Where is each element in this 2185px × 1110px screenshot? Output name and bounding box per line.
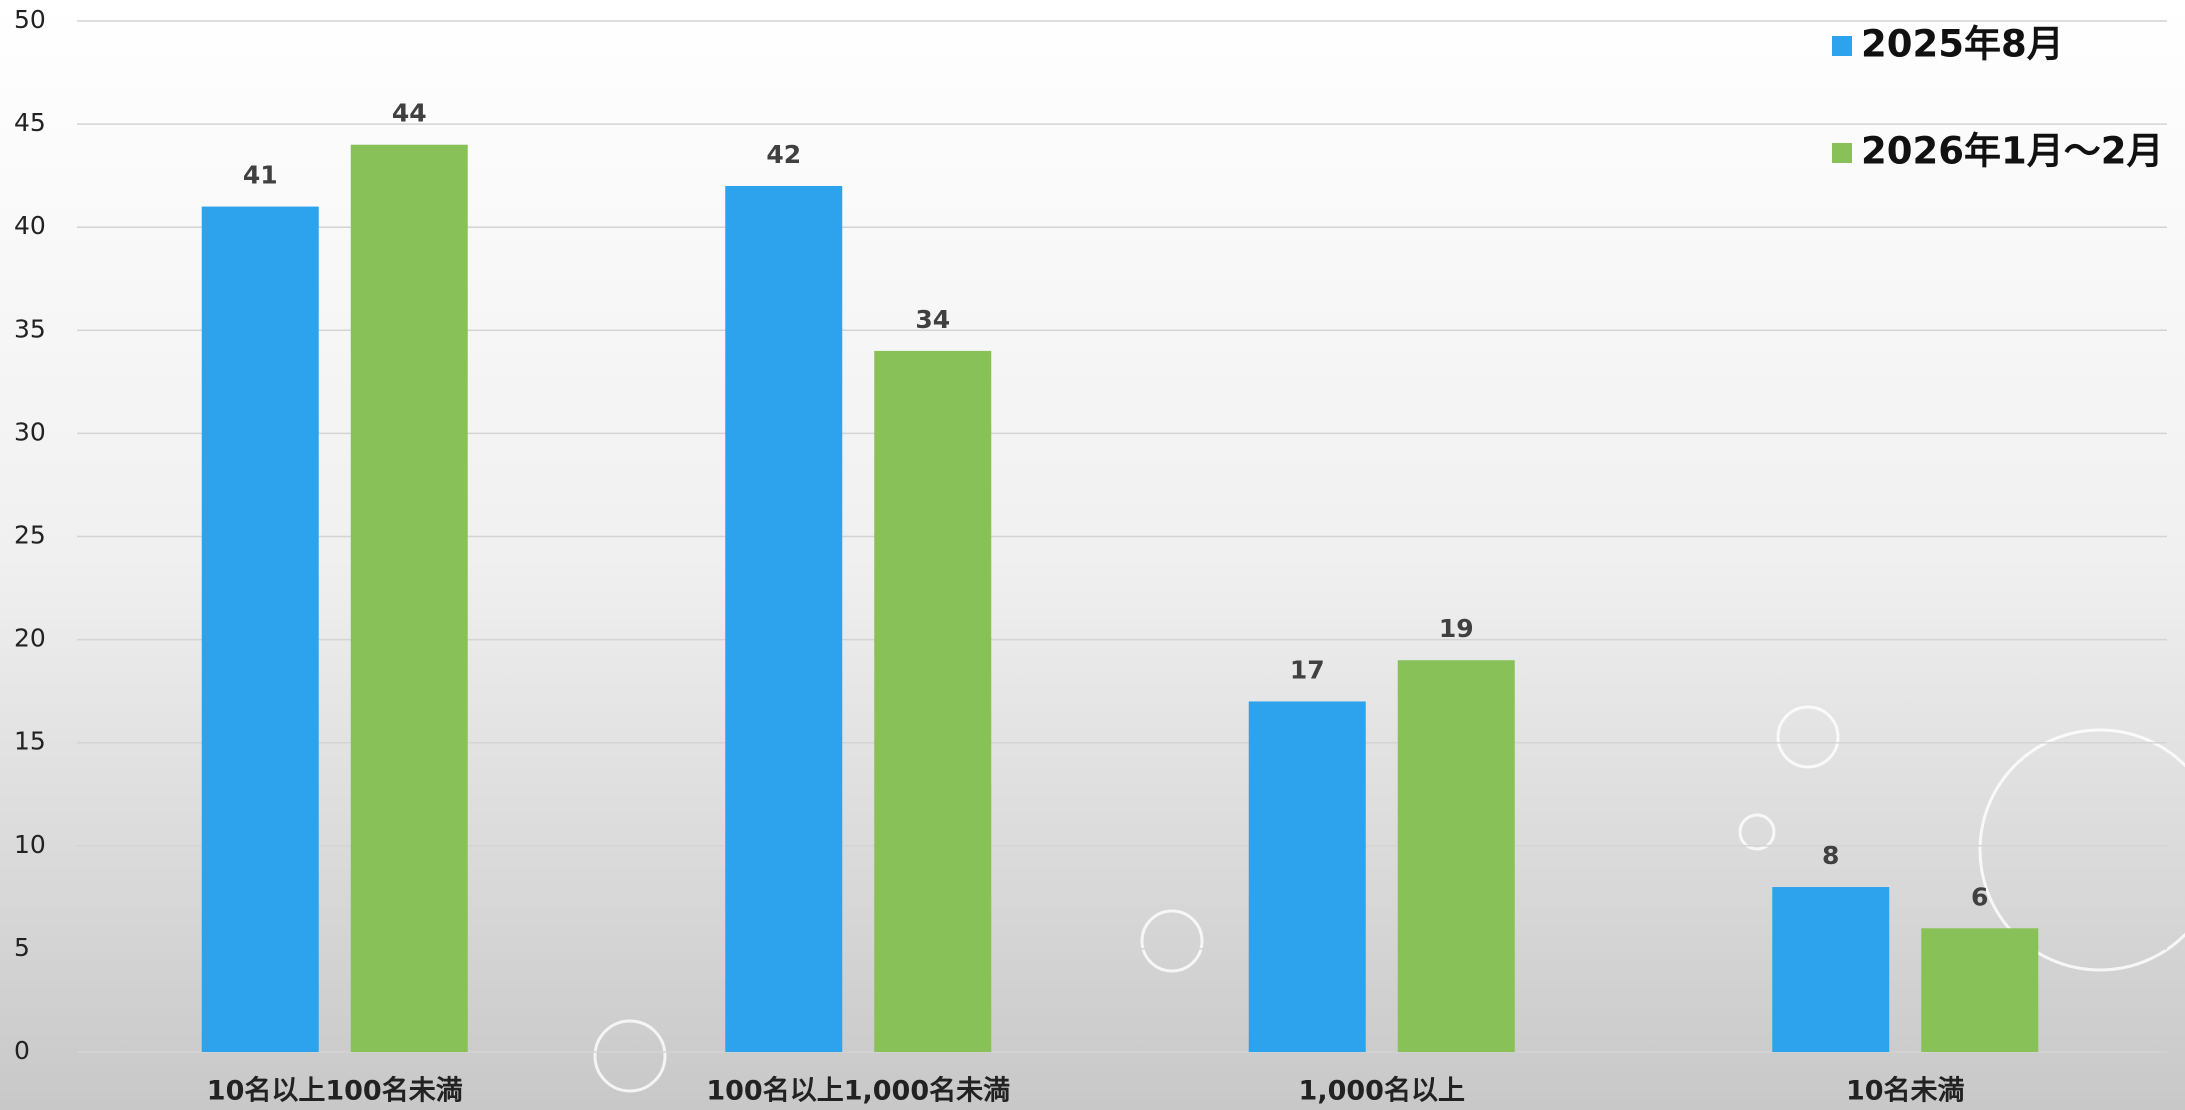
y-tick-label: 50 (14, 5, 46, 34)
value-label: 19 (1439, 614, 1474, 643)
value-label: 42 (766, 140, 801, 169)
bar (1921, 928, 2039, 1052)
y-tick-label: 0 (14, 1036, 30, 1065)
y-tick-label: 10 (14, 830, 46, 859)
value-label: 41 (243, 161, 278, 190)
bar (201, 206, 319, 1052)
legend-swatch (1832, 143, 1852, 163)
x-tick-label: 1,000名以上 (1299, 1075, 1465, 1107)
y-tick-label: 30 (14, 417, 46, 446)
bar (1772, 887, 1890, 1052)
bar (350, 144, 468, 1053)
legend-label: 2026年1月～2月 (1861, 130, 2163, 173)
x-tick-label: 100名以上1,000名未満 (706, 1075, 1010, 1107)
legend-label: 2025年8月 (1861, 23, 2064, 66)
y-tick-label: 40 (14, 211, 46, 240)
bar (725, 185, 843, 1052)
value-label: 8 (1822, 841, 1839, 870)
y-tick-label: 45 (14, 108, 46, 137)
value-label: 6 (1971, 882, 1988, 911)
y-tick-label: 25 (14, 521, 46, 550)
bar (1397, 660, 1515, 1052)
value-label: 34 (915, 305, 950, 334)
y-tick-label: 35 (14, 314, 46, 343)
x-tick-label: 10名以上100名未満 (207, 1075, 463, 1107)
value-label: 17 (1290, 655, 1325, 684)
y-tick-label: 20 (14, 624, 46, 653)
x-tick-label: 10名未満 (1846, 1075, 1965, 1107)
y-tick-label: 15 (14, 727, 46, 756)
y-tick-label: 5 (14, 933, 30, 962)
value-label: 44 (392, 99, 427, 128)
bar (874, 350, 992, 1052)
legend-swatch (1832, 36, 1852, 56)
decor (593, 705, 2185, 1093)
bar (1248, 701, 1366, 1052)
